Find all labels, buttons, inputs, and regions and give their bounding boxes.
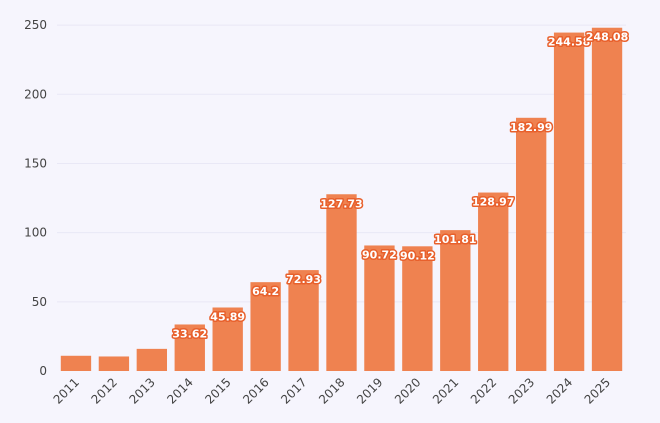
bar-2017: [288, 270, 319, 371]
bar-2024: [553, 32, 585, 372]
y-tick-label: 250: [24, 18, 47, 32]
x-tick-label-2021: 2021: [430, 375, 461, 406]
data-label-2023: 182.99: [510, 121, 552, 134]
y-tick-label: 150: [24, 156, 47, 170]
bar-2011: [60, 355, 92, 371]
bar-2020: [402, 246, 433, 371]
bar-2013: [136, 348, 168, 371]
bar-2022: [478, 192, 509, 371]
y-axis: 0 50 100 150 200 250: [24, 18, 47, 378]
x-tick-label-2012: 2012: [89, 375, 120, 406]
data-label-2019: 90.72: [362, 248, 397, 261]
x-tick-label-2011: 2011: [51, 375, 82, 406]
x-tick-label-2017: 2017: [278, 375, 309, 406]
data-label-2024: 244.58: [548, 36, 590, 49]
x-tick-label-2016: 2016: [240, 375, 271, 406]
bar-2014: [174, 324, 205, 371]
x-tick-label-2015: 2015: [202, 375, 233, 406]
y-tick-label: 0: [39, 364, 47, 378]
data-label-2016: 64.2: [252, 285, 279, 298]
x-tick-label-2020: 2020: [392, 375, 423, 406]
data-label-2017: 72.93: [286, 273, 321, 286]
data-label-2018: 127.73: [320, 197, 362, 210]
data-label-2022: 128.97: [472, 196, 514, 209]
bar-2023: [515, 117, 547, 371]
data-label-2020: 90.12: [400, 249, 435, 262]
y-tick-label: 100: [24, 226, 47, 240]
x-tick-label-2025: 2025: [582, 375, 613, 406]
bar-2015: [212, 307, 243, 371]
bar-2018: [326, 194, 357, 371]
y-tick-label: 200: [24, 87, 47, 101]
data-label-2025: 248.08: [586, 31, 628, 44]
x-tick-label-2022: 2022: [468, 375, 499, 406]
x-tick-label-2013: 2013: [126, 375, 157, 406]
x-tick-label-2024: 2024: [544, 375, 575, 406]
x-tick-label-2014: 2014: [164, 375, 195, 406]
data-label-2014: 33.62: [172, 327, 207, 340]
x-tick-label-2019: 2019: [354, 375, 385, 406]
bar-2021: [440, 230, 471, 371]
bars: [60, 27, 623, 372]
data-label-2015: 45.89: [210, 311, 245, 324]
y-tick-label: 50: [32, 295, 47, 309]
x-axis: 2011 2012 2013 2014 2015 2016 2017 2018 2019 2020…: [51, 375, 614, 406]
x-tick-label-2023: 2023: [506, 375, 537, 406]
x-tick-label-2018: 2018: [316, 375, 347, 406]
bar-2016: [250, 282, 281, 371]
bar-2012: [98, 356, 130, 371]
data-label-2021: 101.81: [434, 233, 476, 246]
bar-2019: [364, 245, 395, 371]
bar-2025: [591, 27, 623, 372]
